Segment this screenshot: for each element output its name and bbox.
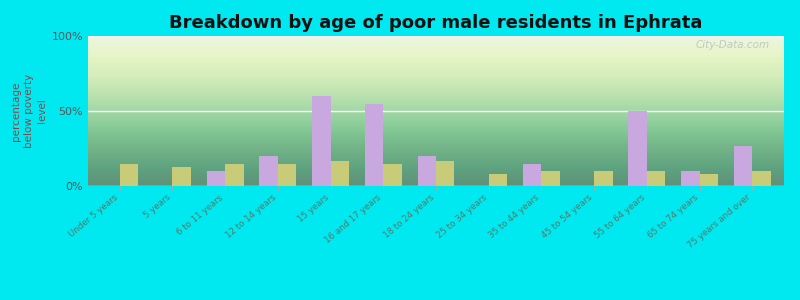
- Bar: [523, 164, 542, 186]
- Bar: [172, 167, 191, 186]
- Bar: [647, 171, 666, 186]
- Text: City-Data.com: City-Data.com: [696, 40, 770, 50]
- Y-axis label: percentage
below poverty
level: percentage below poverty level: [11, 74, 47, 148]
- Bar: [734, 146, 752, 186]
- Bar: [681, 171, 700, 186]
- Bar: [225, 164, 243, 186]
- Bar: [418, 156, 436, 186]
- Bar: [629, 111, 647, 186]
- Bar: [365, 103, 383, 186]
- Bar: [259, 156, 278, 186]
- Bar: [330, 160, 349, 186]
- Bar: [436, 160, 454, 186]
- Bar: [383, 164, 402, 186]
- Bar: [206, 171, 225, 186]
- Bar: [594, 171, 613, 186]
- Bar: [278, 164, 296, 186]
- Bar: [120, 164, 138, 186]
- Bar: [312, 96, 330, 186]
- Title: Breakdown by age of poor male residents in Ephrata: Breakdown by age of poor male residents …: [170, 14, 702, 32]
- Bar: [542, 171, 560, 186]
- Bar: [752, 171, 771, 186]
- Bar: [700, 174, 718, 186]
- Bar: [489, 174, 507, 186]
